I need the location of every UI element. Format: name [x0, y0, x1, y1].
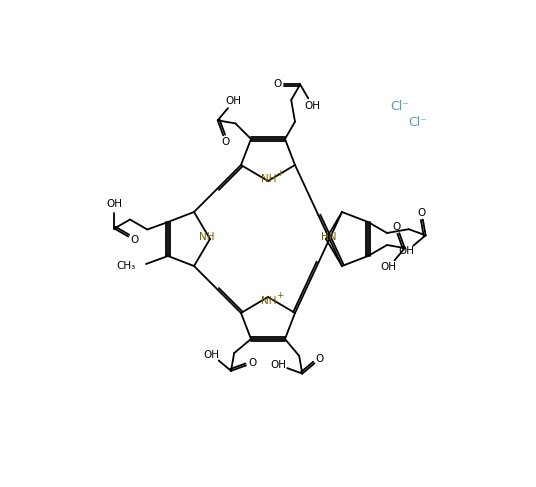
- Text: +: +: [276, 169, 284, 177]
- Text: OH: OH: [398, 246, 414, 257]
- Text: O: O: [221, 137, 230, 147]
- Text: O: O: [316, 354, 324, 364]
- Text: OH: OH: [226, 96, 242, 106]
- Text: Cl⁻: Cl⁻: [391, 100, 410, 113]
- Text: O: O: [130, 235, 138, 245]
- Text: CH₃: CH₃: [117, 261, 136, 271]
- Text: NH: NH: [261, 174, 277, 184]
- Text: NH: NH: [261, 296, 277, 306]
- Text: O: O: [273, 79, 281, 90]
- Text: HN: HN: [321, 232, 337, 242]
- Text: O: O: [249, 358, 257, 368]
- Text: +: +: [276, 291, 284, 300]
- Text: OH: OH: [304, 101, 321, 111]
- Text: O: O: [418, 207, 426, 218]
- Text: NH: NH: [199, 232, 215, 242]
- Text: OH: OH: [381, 262, 397, 272]
- Text: O: O: [393, 222, 401, 231]
- Text: OH: OH: [271, 360, 287, 370]
- Text: Cl⁻: Cl⁻: [408, 115, 427, 129]
- Text: OH: OH: [107, 199, 122, 208]
- Text: OH: OH: [204, 350, 220, 360]
